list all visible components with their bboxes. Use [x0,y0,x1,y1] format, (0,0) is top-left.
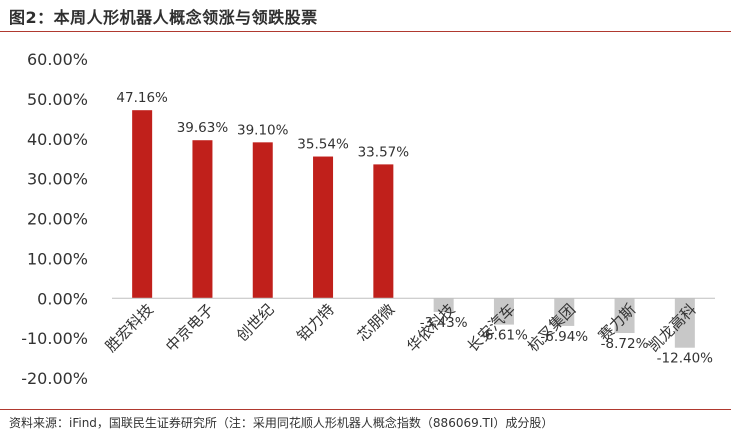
y-tick-label: -20.00% [21,369,88,388]
bars [132,110,695,348]
bar [373,164,394,299]
chart-title: 图2：本周人形机器人概念领涨与领跌股票 [9,8,318,27]
y-tick-label: 0.00% [37,289,88,308]
bar [132,110,153,299]
category-label: 创世纪 [233,300,278,345]
y-tick-label: 20.00% [27,210,88,229]
category-label: 芯朋微 [354,300,399,345]
data-label: -3.43% [420,315,468,331]
bar [192,140,213,299]
footer-divider [0,409,731,410]
bar [614,298,635,334]
y-tick-label: 10.00% [27,249,88,268]
y-tick-label: -10.00% [21,329,88,348]
category-label: 中京电子 [162,300,217,355]
y-tick-label: 40.00% [27,130,88,149]
data-label: 33.57% [358,144,410,160]
category-label: 铂力特 [293,300,338,345]
data-label: 35.54% [297,137,349,153]
title-divider [0,31,731,32]
y-tick-label: 50.00% [27,90,88,109]
source-note: 资料来源：iFind，国联民生证券研究所（注：采用同花顺人形机器人概念指数（88… [9,416,554,430]
y-axis: 60.00% 50.00% 40.00% 30.00% 20.00% 10.00% 0.00… [21,50,88,388]
data-label: -8.72% [601,336,649,352]
data-label: -6.94% [540,329,588,345]
y-tick-label: 30.00% [27,170,88,189]
data-label: -6.61% [480,328,528,344]
bar [252,142,273,299]
y-tick-label: 60.00% [27,50,88,69]
bar-chart: 60.00% 50.00% 40.00% 30.00% 20.00% 10.00% 0.00… [21,50,715,388]
data-label: -12.40% [657,351,714,367]
bar [554,298,575,326]
category-label: 胜宏科技 [102,300,157,355]
bar [433,298,454,312]
value-labels: 47.16% 39.63% 39.10% 35.54% 33.57% -3.43% -6.6… [116,90,713,366]
category-label: 杭叉集团 [524,300,579,355]
data-label: 47.16% [116,90,168,106]
bar [674,298,695,348]
data-label: 39.63% [177,120,229,136]
data-label: 39.10% [237,122,289,138]
bar [493,298,514,325]
bar [313,156,334,299]
